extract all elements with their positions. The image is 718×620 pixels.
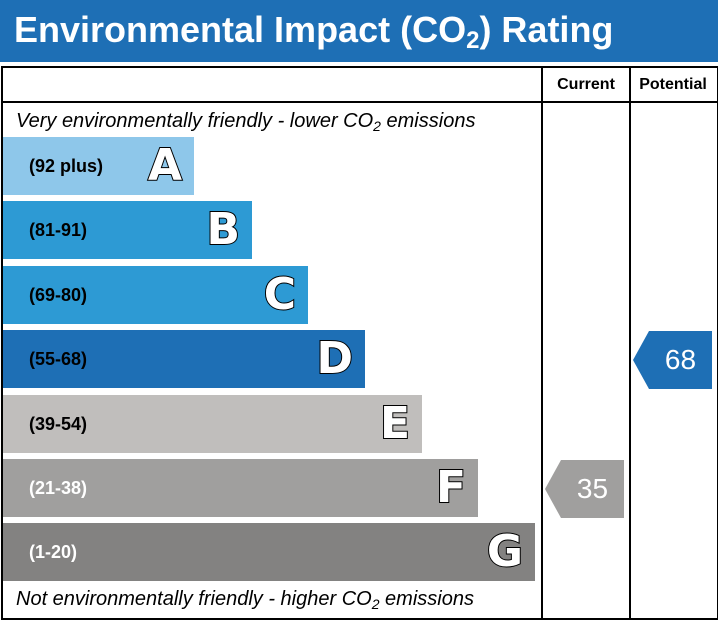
header-row-divider	[1, 101, 717, 103]
header-bar: Environmental Impact (CO2) Rating	[0, 0, 718, 62]
caption-bottom-subscript: 2	[371, 596, 380, 612]
band-letter: E	[379, 397, 411, 450]
current-rating-value: 35	[576, 473, 609, 504]
title-suffix: ) Rating	[479, 9, 614, 50]
band-letter: G	[486, 525, 524, 578]
band-range-label: (55-68)	[29, 349, 88, 370]
band-letter: B	[205, 203, 241, 256]
band-range-label: (69-80)	[29, 284, 88, 305]
potential-arrow-shape	[633, 331, 712, 390]
band-range-label: (92 plus)	[29, 156, 104, 176]
rating-band-g: (1-20) G	[3, 523, 535, 582]
rating-band-c: (69-80) C	[3, 265, 308, 324]
rating-band-a: (92 plus) A	[3, 137, 194, 195]
band-letter: C	[263, 268, 297, 321]
rating-band-d: (55-68) D	[3, 330, 365, 389]
divider-current	[541, 66, 543, 618]
divider-potential	[629, 66, 631, 618]
potential-rating-arrow: 68	[633, 331, 712, 390]
current-rating-arrow: 35	[545, 460, 624, 518]
potential-rating-value: 68	[664, 344, 697, 376]
caption-top: Very environmentally friendly - lower CO…	[16, 109, 475, 133]
title-prefix: Environmental Impact (CO	[14, 9, 467, 50]
page-title: Environmental Impact (CO2) Rating	[14, 6, 613, 54]
current-arrow-shape	[545, 460, 624, 518]
caption-bottom-prefix: Not environmentally friendly - higher CO	[16, 588, 372, 610]
band-letter: F	[435, 461, 467, 514]
band-range-label: (21-38)	[29, 478, 88, 498]
band-letter: A	[147, 139, 183, 192]
rating-band-f: (21-38) F	[3, 459, 478, 517]
caption-top-suffix: emissions	[380, 110, 476, 132]
title-subscript: 2	[466, 27, 480, 54]
caption-bottom: Not environmentally friendly - higher CO…	[16, 587, 474, 611]
caption-bottom-suffix: emissions	[379, 588, 474, 610]
rating-band-b: (81-91) B	[3, 201, 252, 260]
band-range-label: (1-20)	[29, 542, 78, 563]
column-header-current: Current	[557, 76, 615, 93]
band-range-label: (81-91)	[29, 220, 88, 241]
column-header-potential: Potential	[639, 76, 707, 93]
band-letter: D	[315, 332, 354, 385]
band-range-label: (39-54)	[29, 413, 88, 434]
caption-top-prefix: Very environmentally friendly - lower CO	[16, 110, 374, 132]
caption-top-subscript: 2	[373, 118, 381, 134]
rating-band-e: (39-54) E	[3, 394, 422, 453]
